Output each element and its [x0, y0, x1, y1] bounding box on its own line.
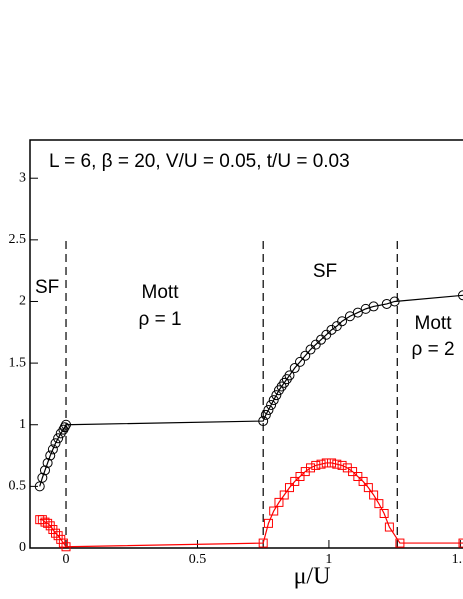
annotation: L = 6, β = 20, V/U = 0.05, t/U = 0.03 — [49, 151, 350, 172]
data-point — [352, 307, 363, 318]
data-point — [59, 422, 70, 433]
data-point — [326, 324, 337, 335]
data-point — [348, 467, 358, 477]
data-point — [37, 472, 48, 483]
data-point — [260, 409, 271, 420]
data-point — [381, 298, 392, 309]
data-point — [271, 390, 282, 401]
x-axis-label: μ/U — [294, 564, 331, 590]
data-point — [274, 497, 284, 507]
data-point — [58, 424, 69, 435]
y-tick-label: 1 — [19, 417, 26, 432]
data-point — [458, 290, 463, 301]
annotation: SF — [313, 261, 337, 282]
data-point — [47, 444, 58, 455]
data-point — [395, 538, 405, 548]
data-point — [358, 476, 368, 486]
data-point — [266, 400, 277, 411]
data-point — [258, 538, 268, 548]
annotation: ρ = 2 — [411, 339, 454, 360]
y-tick-label: 2 — [19, 294, 26, 309]
data-point — [269, 506, 279, 516]
data-point — [337, 316, 348, 327]
annotation: SF — [35, 277, 59, 298]
data-point — [368, 301, 379, 312]
data-point — [284, 483, 294, 493]
data-point — [43, 518, 53, 528]
data-point — [363, 483, 373, 493]
data-point — [360, 303, 371, 314]
data-point — [273, 385, 284, 396]
data-point — [458, 538, 463, 548]
plot-frame — [29, 139, 463, 549]
data-point — [337, 460, 347, 470]
data-point — [42, 457, 53, 468]
data-point — [332, 459, 342, 469]
y-tick-label: 0.5 — [9, 479, 27, 494]
data-point — [263, 404, 274, 415]
data-point — [327, 458, 337, 468]
data-point — [51, 528, 61, 538]
data-point — [45, 450, 56, 461]
data-point — [353, 472, 363, 482]
data-point — [384, 522, 394, 532]
data-point — [276, 381, 287, 392]
data-point — [258, 416, 269, 427]
data-point — [300, 350, 311, 361]
data-point — [316, 459, 326, 469]
data-point — [295, 356, 306, 367]
data-point — [374, 499, 384, 509]
data-point — [61, 419, 72, 430]
data-point — [281, 374, 292, 385]
data-point — [379, 508, 389, 518]
data-point — [295, 472, 305, 482]
data-point — [321, 458, 331, 468]
data-point — [50, 438, 61, 449]
annotation: Mott — [415, 313, 453, 334]
annotation: ρ = 1 — [138, 309, 181, 330]
x-tick-label: 0 — [63, 552, 70, 567]
y-tick-label: 3 — [19, 170, 26, 185]
annotation: Mott — [142, 282, 180, 303]
data-point — [289, 363, 300, 374]
data-point — [263, 518, 273, 528]
series-line — [39, 294, 463, 487]
data-point — [268, 395, 279, 406]
data-point — [311, 460, 321, 470]
x-tick-label: 1.5 — [452, 552, 463, 567]
data-point — [306, 463, 316, 473]
data-point — [284, 370, 295, 381]
y-tick-label: 0 — [19, 540, 26, 555]
y-tick-label: 2.5 — [9, 232, 27, 247]
data-point — [39, 465, 50, 476]
data-point — [369, 490, 379, 500]
data-point — [290, 476, 300, 486]
x-tick-label: 1 — [325, 552, 332, 567]
y-tick-label: 1.5 — [9, 355, 27, 370]
data-point — [53, 433, 64, 444]
data-point — [389, 296, 400, 307]
data-point — [279, 490, 289, 500]
series-line — [39, 462, 463, 548]
data-point — [279, 377, 290, 388]
data-point — [344, 311, 355, 322]
data-point — [61, 542, 71, 552]
x-tick-label: 0.5 — [189, 552, 207, 567]
